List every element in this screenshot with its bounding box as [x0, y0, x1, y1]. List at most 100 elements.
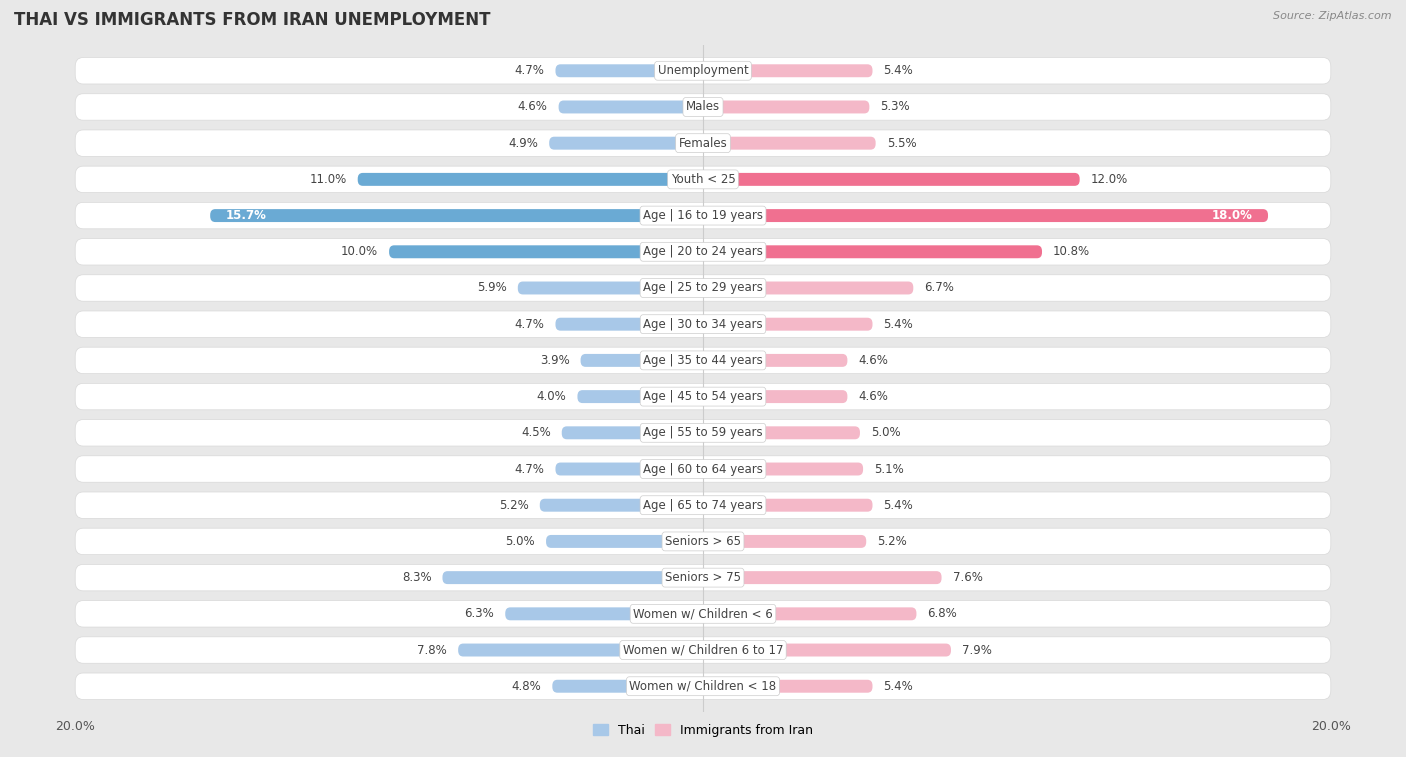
- FancyBboxPatch shape: [75, 275, 1331, 301]
- FancyBboxPatch shape: [703, 499, 873, 512]
- Text: Age | 60 to 64 years: Age | 60 to 64 years: [643, 463, 763, 475]
- FancyBboxPatch shape: [703, 390, 848, 403]
- Text: Age | 65 to 74 years: Age | 65 to 74 years: [643, 499, 763, 512]
- FancyBboxPatch shape: [553, 680, 703, 693]
- Text: 5.4%: 5.4%: [883, 64, 914, 77]
- FancyBboxPatch shape: [703, 282, 914, 294]
- Text: 4.7%: 4.7%: [515, 463, 544, 475]
- FancyBboxPatch shape: [703, 64, 873, 77]
- Text: Women w/ Children < 18: Women w/ Children < 18: [630, 680, 776, 693]
- Text: 6.8%: 6.8%: [928, 607, 957, 620]
- FancyBboxPatch shape: [703, 463, 863, 475]
- Text: Source: ZipAtlas.com: Source: ZipAtlas.com: [1274, 11, 1392, 21]
- Text: Age | 30 to 34 years: Age | 30 to 34 years: [643, 318, 763, 331]
- Text: 12.0%: 12.0%: [1091, 173, 1128, 186]
- FancyBboxPatch shape: [703, 643, 950, 656]
- Text: 6.3%: 6.3%: [464, 607, 495, 620]
- FancyBboxPatch shape: [555, 318, 703, 331]
- FancyBboxPatch shape: [75, 166, 1331, 192]
- Text: 5.1%: 5.1%: [875, 463, 904, 475]
- Text: 4.9%: 4.9%: [509, 137, 538, 150]
- FancyBboxPatch shape: [357, 173, 703, 186]
- Text: 5.2%: 5.2%: [499, 499, 529, 512]
- FancyBboxPatch shape: [75, 637, 1331, 663]
- FancyBboxPatch shape: [75, 528, 1331, 555]
- Text: 4.5%: 4.5%: [522, 426, 551, 439]
- Text: 4.6%: 4.6%: [859, 354, 889, 367]
- Text: 8.3%: 8.3%: [402, 571, 432, 584]
- FancyBboxPatch shape: [581, 354, 703, 367]
- FancyBboxPatch shape: [703, 426, 860, 439]
- FancyBboxPatch shape: [517, 282, 703, 294]
- FancyBboxPatch shape: [75, 456, 1331, 482]
- Text: 4.8%: 4.8%: [512, 680, 541, 693]
- Text: Age | 16 to 19 years: Age | 16 to 19 years: [643, 209, 763, 222]
- Text: 5.4%: 5.4%: [883, 318, 914, 331]
- Text: 5.4%: 5.4%: [883, 499, 914, 512]
- Text: 18.0%: 18.0%: [1212, 209, 1253, 222]
- Text: 11.0%: 11.0%: [309, 173, 347, 186]
- FancyBboxPatch shape: [703, 535, 866, 548]
- Text: 4.7%: 4.7%: [515, 318, 544, 331]
- FancyBboxPatch shape: [458, 643, 703, 656]
- FancyBboxPatch shape: [550, 137, 703, 150]
- Text: Females: Females: [679, 137, 727, 150]
- FancyBboxPatch shape: [703, 318, 873, 331]
- FancyBboxPatch shape: [75, 94, 1331, 120]
- FancyBboxPatch shape: [75, 130, 1331, 157]
- Text: Age | 20 to 24 years: Age | 20 to 24 years: [643, 245, 763, 258]
- Text: 15.7%: 15.7%: [226, 209, 267, 222]
- Text: THAI VS IMMIGRANTS FROM IRAN UNEMPLOYMENT: THAI VS IMMIGRANTS FROM IRAN UNEMPLOYMEN…: [14, 11, 491, 30]
- FancyBboxPatch shape: [703, 173, 1080, 186]
- Text: 4.7%: 4.7%: [515, 64, 544, 77]
- Text: 7.8%: 7.8%: [418, 643, 447, 656]
- Text: Age | 25 to 29 years: Age | 25 to 29 years: [643, 282, 763, 294]
- FancyBboxPatch shape: [209, 209, 703, 222]
- FancyBboxPatch shape: [703, 209, 1268, 222]
- FancyBboxPatch shape: [555, 463, 703, 475]
- Text: Seniors > 65: Seniors > 65: [665, 535, 741, 548]
- FancyBboxPatch shape: [703, 571, 942, 584]
- Text: 7.9%: 7.9%: [962, 643, 991, 656]
- Text: Unemployment: Unemployment: [658, 64, 748, 77]
- FancyBboxPatch shape: [75, 419, 1331, 446]
- FancyBboxPatch shape: [546, 535, 703, 548]
- Text: 5.4%: 5.4%: [883, 680, 914, 693]
- Text: 6.7%: 6.7%: [924, 282, 955, 294]
- Text: 3.9%: 3.9%: [540, 354, 569, 367]
- Text: Seniors > 75: Seniors > 75: [665, 571, 741, 584]
- Text: Age | 45 to 54 years: Age | 45 to 54 years: [643, 390, 763, 403]
- FancyBboxPatch shape: [75, 565, 1331, 590]
- Text: 4.6%: 4.6%: [859, 390, 889, 403]
- Text: 5.3%: 5.3%: [880, 101, 910, 114]
- FancyBboxPatch shape: [75, 673, 1331, 699]
- Text: 4.0%: 4.0%: [537, 390, 567, 403]
- FancyBboxPatch shape: [540, 499, 703, 512]
- FancyBboxPatch shape: [389, 245, 703, 258]
- FancyBboxPatch shape: [75, 492, 1331, 519]
- Text: 5.5%: 5.5%: [887, 137, 917, 150]
- FancyBboxPatch shape: [75, 383, 1331, 410]
- Text: Males: Males: [686, 101, 720, 114]
- Text: Age | 35 to 44 years: Age | 35 to 44 years: [643, 354, 763, 367]
- FancyBboxPatch shape: [558, 101, 703, 114]
- Text: 5.2%: 5.2%: [877, 535, 907, 548]
- Text: Age | 55 to 59 years: Age | 55 to 59 years: [643, 426, 763, 439]
- FancyBboxPatch shape: [703, 245, 1042, 258]
- Text: 5.0%: 5.0%: [505, 535, 536, 548]
- FancyBboxPatch shape: [75, 600, 1331, 627]
- Text: Women w/ Children 6 to 17: Women w/ Children 6 to 17: [623, 643, 783, 656]
- FancyBboxPatch shape: [703, 101, 869, 114]
- FancyBboxPatch shape: [555, 64, 703, 77]
- FancyBboxPatch shape: [562, 426, 703, 439]
- FancyBboxPatch shape: [75, 58, 1331, 84]
- FancyBboxPatch shape: [75, 238, 1331, 265]
- Text: 5.0%: 5.0%: [870, 426, 901, 439]
- Text: 10.8%: 10.8%: [1053, 245, 1090, 258]
- FancyBboxPatch shape: [75, 202, 1331, 229]
- FancyBboxPatch shape: [703, 354, 848, 367]
- Text: 5.9%: 5.9%: [477, 282, 506, 294]
- Legend: Thai, Immigrants from Iran: Thai, Immigrants from Iran: [588, 719, 818, 742]
- Text: 7.6%: 7.6%: [952, 571, 983, 584]
- FancyBboxPatch shape: [75, 311, 1331, 338]
